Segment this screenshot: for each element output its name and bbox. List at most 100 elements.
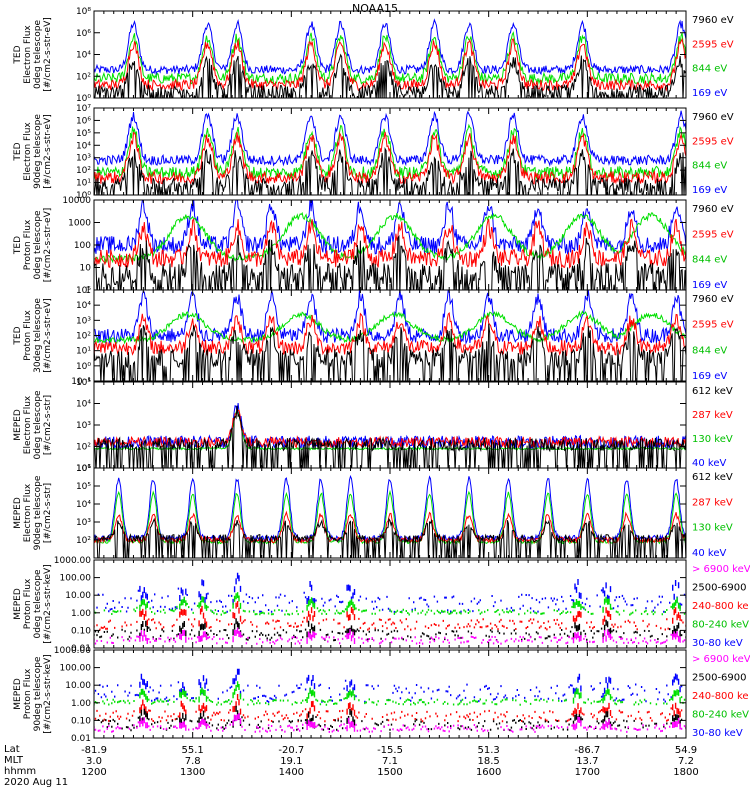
y-tick-label: 0.10 [71, 716, 91, 726]
panel-6: 10² 10³ 10⁴ 10⁵ 10⁶ MEPED Electron Flux 90deg t… [13, 464, 733, 559]
y-axis-label-line: Electron Flux [23, 395, 33, 454]
y-axis-label: MEPED Electron Flux 90deg telescope [#/cm2-… [13, 475, 53, 550]
y-tick-label: 10¹ [76, 464, 91, 474]
y-tick-label: 10¹ [76, 347, 91, 357]
y-axis-label: TED Electron Flux 0deg telescope [#/cm2-s-s… [13, 17, 53, 92]
y-tick-label: 10⁴ [76, 400, 91, 410]
legend-entry: 2595 eV [692, 136, 734, 147]
y-axis-label: TED Electron Flux 90deg telescope [#/cm2-s-… [13, 114, 53, 189]
y-tick-label: 10⁴ [76, 51, 91, 61]
y-axis-label-line: MEPED [13, 678, 23, 710]
y-axis-label-line: TED [13, 45, 23, 64]
y-axis-label-line: 0deg telescope [33, 210, 43, 280]
series-points-2 [94, 681, 686, 706]
y-axis-label-line: MEPED [13, 497, 23, 529]
y-tick-label: 10³ [76, 154, 91, 164]
legend-entry: 2595 eV [692, 320, 734, 331]
y-tick-label: 10⁴ [76, 141, 91, 151]
y-tick-label: 10⁵ [76, 286, 91, 296]
legend-entry: 169 eV [692, 185, 727, 196]
footer-hhmm-value: 1500 [377, 767, 402, 778]
footer-hhmm-value: 1400 [279, 767, 304, 778]
series-line-1 [94, 474, 686, 543]
y-axis-label-line: [#/cm2-s-str-eV] [43, 208, 53, 283]
footer-lat-value: -20.7 [278, 745, 304, 756]
panel-data [94, 474, 686, 558]
y-tick-label: 10⁰ [76, 94, 91, 104]
panel-data [94, 668, 686, 733]
y-tick-label: 1.00 [71, 699, 91, 709]
legend-entry: 844 eV [692, 64, 727, 75]
y-tick-label: 10³ [76, 421, 91, 431]
legend-entry: 7960 eV [692, 15, 734, 26]
y-tick-label: 10⁰ [76, 362, 91, 372]
y-axis-label-line: [#/cm2-s-str-eV] [43, 17, 53, 92]
y-tick-label: 10⁶ [76, 29, 91, 39]
footer-mlt-value: 7.2 [678, 756, 694, 767]
y-tick-label: 0.01 [71, 644, 91, 654]
y-tick-label: 10⁶ [76, 116, 91, 126]
series-points-4 [94, 618, 686, 642]
legend-entry: 2595 eV [692, 229, 734, 240]
panel-data [94, 572, 686, 645]
legend-entry: > 6900 keV [692, 564, 750, 575]
y-tick-label: 10⁵ [76, 378, 91, 388]
panel-data [94, 403, 686, 468]
legend-entry: 844 eV [692, 161, 727, 172]
footer-hhmm-value: 1800 [673, 767, 698, 778]
y-tick-label: 10000 [62, 196, 91, 206]
legend-entry: 612 keV [692, 472, 733, 483]
y-axis-label-line: Proton Flux [23, 219, 33, 270]
panel-data [94, 18, 686, 98]
series-line-4 [94, 517, 686, 558]
series-line-4 [94, 405, 686, 468]
footer-mlt-value: 18.5 [478, 756, 500, 767]
series-points-1 [94, 668, 683, 703]
y-tick-label: 10⁴ [76, 301, 91, 311]
series-line-1 [94, 110, 686, 168]
legend-entry: 844 eV [692, 255, 727, 266]
series-line-3 [94, 510, 686, 545]
y-axis-label-line: 0deg telescope [33, 390, 43, 460]
y-tick-label: 1.00 [71, 609, 91, 619]
y-tick-label: 10² [76, 72, 91, 82]
legend-entry: 30-80 keV [692, 728, 743, 739]
y-tick-label: 10⁷ [76, 104, 91, 114]
footer-lat-value: 51.3 [478, 745, 500, 756]
y-axis-label-line: 30deg telescope [33, 298, 43, 373]
footer-lat-value: -15.5 [377, 745, 403, 756]
y-axis-label-line: TED [13, 236, 23, 255]
y-tick-label: 0.01 [71, 734, 91, 744]
page-title: NOAA15 [351, 2, 399, 15]
legend-entry: 80-240 keV [692, 620, 749, 631]
series-line-3 [94, 37, 686, 92]
legend-entry: 240-800 ke [692, 691, 749, 702]
y-tick-label: 0.10 [71, 626, 91, 636]
panel-4: 10⁻¹ 10⁰ 10¹ 10² 10³ 10⁴ 10⁵ TED Proton Flux 30de… [13, 286, 734, 387]
panel-frame [93, 381, 687, 469]
y-axis-label: TED Proton Flux 30deg telescope [#/cm2-s-st… [13, 298, 53, 373]
y-tick-label: 100.00 [60, 664, 92, 674]
y-tick-label: 10⁰ [76, 191, 91, 201]
legend-entry: 40 keV [692, 548, 726, 559]
y-tick-label: 10⁵ [76, 129, 91, 139]
y-tick-label: 100.00 [60, 574, 92, 584]
legend-entry: 844 eV [692, 345, 727, 356]
legend-entry: 30-80 keV [692, 638, 743, 649]
legend-entry: 7960 eV [692, 294, 734, 305]
y-axis-label-line: TED [13, 142, 23, 161]
series-points-3 [94, 601, 686, 631]
footer-mlt-value: 19.1 [280, 756, 302, 767]
y-tick-label: 10⁵ [76, 482, 91, 492]
y-axis-label-line: 90deg telescope [33, 475, 43, 550]
series-line-1 [94, 18, 686, 76]
series-points-5 [94, 713, 686, 733]
y-tick-label: 10² [76, 536, 91, 546]
y-axis-label-line: Electron Flux [23, 483, 33, 542]
y-axis-label: MEPED Proton Flux 0deg telescope [#/cm2-s-s… [13, 564, 53, 643]
y-tick-label: 10² [76, 332, 91, 342]
footer-axis-labels: Lat MLT hhmm 2020 Aug 11 [4, 744, 68, 788]
y-tick-label: 100 [74, 241, 91, 251]
